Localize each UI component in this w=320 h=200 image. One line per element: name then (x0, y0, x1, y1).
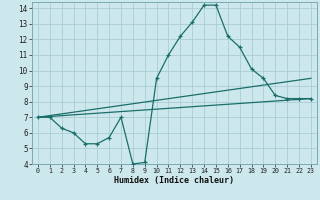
X-axis label: Humidex (Indice chaleur): Humidex (Indice chaleur) (115, 176, 234, 185)
